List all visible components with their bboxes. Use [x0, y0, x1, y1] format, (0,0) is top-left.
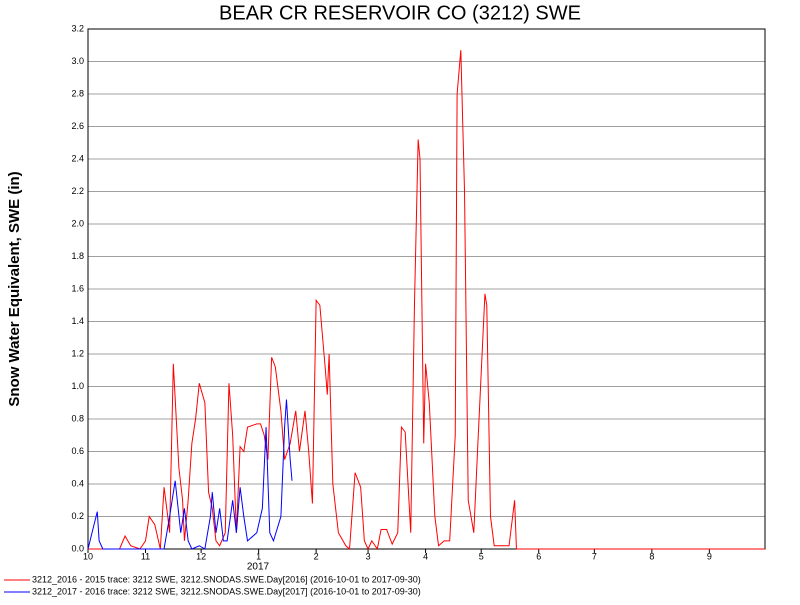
year-annotation: 2017: [247, 562, 270, 573]
x-tick-label: 3: [366, 551, 371, 561]
y-tick-label: 3.0: [71, 56, 84, 66]
x-tick-label: 5: [479, 551, 484, 561]
y-tick-label: 3.2: [71, 23, 84, 33]
x-tick-label: 10: [83, 551, 93, 561]
x-tick-label: 1: [256, 551, 261, 561]
legend-label: 3212_2016 - 2015 trace: 3212 SWE, 3212.S…: [32, 574, 421, 584]
x-tick-label: 8: [649, 551, 654, 561]
legend-label: 3212_2017 - 2016 trace: 3212 SWE, 3212.S…: [32, 586, 421, 596]
y-tick-label: 0.4: [71, 478, 84, 488]
y-tick-label: 1.4: [71, 316, 84, 326]
y-tick-label: 1.6: [71, 283, 84, 293]
x-tick-label: 9: [707, 551, 712, 561]
y-tick-label: 2.0: [71, 218, 84, 228]
y-tick-label: 0.2: [71, 511, 84, 521]
y-tick-label: 0.6: [71, 446, 84, 456]
x-tick-label: 6: [536, 551, 541, 561]
series-line: [87, 399, 293, 550]
y-tick-label: 0.0: [71, 543, 84, 553]
y-tick-label: 1.8: [71, 251, 84, 261]
y-tick-label: 2.8: [71, 88, 84, 98]
y-tick-label: 2.2: [71, 186, 84, 196]
y-tick-label: 2.6: [71, 121, 84, 131]
x-tick-label: 7: [592, 551, 597, 561]
chart-title: BEAR CR RESERVOIR CO (3212) SWE: [219, 2, 581, 24]
y-tick-label: 1.0: [71, 381, 84, 391]
x-tick-label: 12: [196, 551, 206, 561]
y-axis-label: Snow Water Equivalent, SWE (in): [6, 171, 23, 406]
x-tick-label: 4: [423, 551, 428, 561]
x-tick-label: 2: [314, 551, 319, 561]
x-tick-label: 11: [141, 551, 150, 561]
y-tick-label: 0.8: [71, 413, 84, 423]
series-line: [88, 50, 765, 551]
y-tick-label: 2.4: [71, 153, 84, 163]
plot-frame: [87, 28, 766, 550]
y-tick-label: 1.2: [71, 348, 84, 358]
